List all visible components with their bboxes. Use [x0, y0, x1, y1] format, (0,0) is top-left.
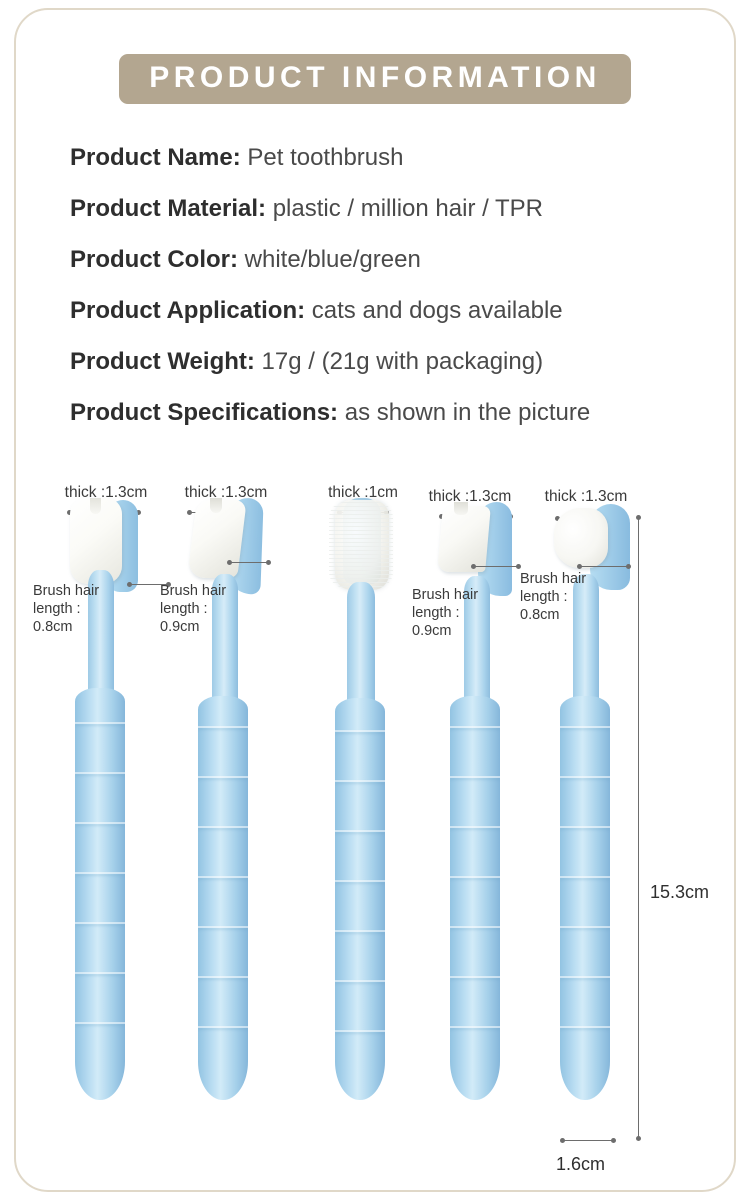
spec-value: white/blue/green — [244, 246, 421, 273]
hair-length-measure-line-brush-5 — [577, 564, 631, 569]
product-dimension-diagram: thick :1.3cm Brush ha — [0, 470, 750, 1200]
page-header: PRODUCT INFORMATION — [0, 54, 750, 104]
brush-head-5 — [550, 502, 630, 590]
hair-label-line-1: Brush hair — [33, 583, 100, 599]
thickness-label-brush-2: thick :1.3cm — [184, 484, 268, 501]
hair-label-line-3: 0.9cm — [412, 623, 452, 639]
hair-length-label-brush-4: Brush hair length : 0.9cm — [412, 586, 478, 640]
hair-label-line-2: length : — [33, 601, 81, 617]
brush-head-3 — [329, 498, 396, 594]
spec-row: Product Specifications: as shown in the … — [70, 387, 690, 438]
hair-label-line-3: 0.8cm — [520, 607, 560, 623]
hair-label-line-2: length : — [412, 605, 460, 621]
hair-label-line-2: length : — [520, 589, 568, 605]
hair-length-label-brush-2: Brush hair length : 0.9cm — [160, 582, 226, 636]
hair-label-line-3: 0.8cm — [33, 619, 73, 635]
hair-length-measure-line-brush-2 — [227, 560, 271, 565]
hair-length-label-brush-1: Brush hair length : 0.8cm — [33, 582, 99, 636]
spec-label: Product Application: — [70, 297, 306, 324]
thickness-label-brush-4: thick :1.3cm — [428, 488, 512, 505]
spec-label: Product Material: — [70, 195, 267, 222]
hair-label-line-1: Brush hair — [412, 587, 479, 603]
spec-value: Pet toothbrush — [247, 144, 404, 171]
brush-head-1 — [70, 498, 138, 592]
hair-length-label-brush-5: Brush hair length : 0.8cm — [520, 570, 586, 624]
total-height-label: 15.3cm — [650, 882, 710, 902]
spec-label: Product Weight: — [70, 348, 255, 375]
spec-row: Product Weight: 17g / (21g with packagin… — [70, 336, 690, 387]
spec-value: plastic / million hair / TPR — [272, 195, 544, 222]
base-width-measure-line — [560, 1138, 616, 1143]
spec-value: as shown in the picture — [344, 399, 591, 426]
base-width-label: 1.6cm — [556, 1154, 606, 1174]
spec-row: Product Application: cats and dogs avail… — [70, 285, 690, 336]
hair-label-line-3: 0.9cm — [160, 619, 200, 635]
hair-label-line-2: length : — [160, 601, 208, 617]
hair-length-measure-line-brush-4 — [471, 564, 521, 569]
thickness-label-brush-5: thick :1.3cm — [544, 488, 628, 505]
hair-length-measure-line-brush-1 — [127, 582, 171, 587]
spec-label: Product Color: — [70, 246, 238, 273]
product-spec-list: Product Name: Pet toothbrush Product Mat… — [70, 132, 690, 438]
page-title-badge: PRODUCT INFORMATION — [119, 54, 631, 104]
brush-head-2 — [187, 497, 264, 595]
spec-value: cats and dogs available — [311, 297, 563, 324]
thickness-label-brush-3: thick :1cm — [328, 484, 398, 501]
spec-label: Product Name: — [70, 144, 241, 171]
total-height-measure-line — [636, 515, 641, 1141]
spec-row: Product Material: plastic / million hair… — [70, 183, 690, 234]
hair-label-line-1: Brush hair — [520, 571, 587, 587]
spec-value: 17g / (21g with packaging) — [261, 348, 544, 375]
thickness-label-brush-1: thick :1.3cm — [64, 484, 148, 501]
spec-label: Product Specifications: — [70, 399, 339, 426]
spec-row: Product Name: Pet toothbrush — [70, 132, 690, 183]
spec-row: Product Color: white/blue/green — [70, 234, 690, 285]
hair-label-line-1: Brush hair — [160, 583, 227, 599]
